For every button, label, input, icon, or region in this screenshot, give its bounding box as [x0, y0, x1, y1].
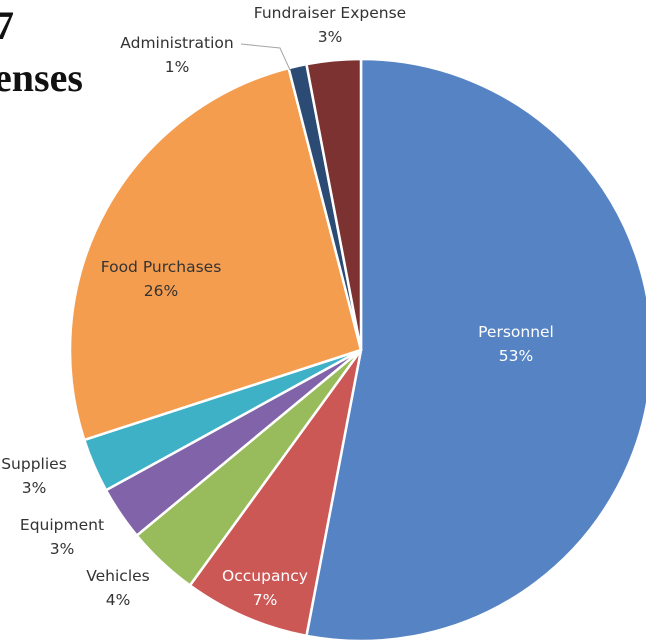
- label-value-administration: 1%: [165, 58, 190, 76]
- label-name-supplies: Supplies: [1, 455, 67, 473]
- label-name-occupancy: Occupancy: [222, 567, 308, 585]
- label-administration: Administration 1%: [120, 34, 233, 76]
- label-name-vehicles: Vehicles: [86, 567, 150, 585]
- label-name-equipment: Equipment: [20, 516, 104, 534]
- slice-personnel: [305, 57, 646, 643]
- slice-occupancy: [188, 348, 363, 638]
- slice-food-purchases: [68, 66, 363, 442]
- label-name-fundraiser-expense: Fundraiser Expense: [254, 4, 406, 22]
- label-value-personnel: 53%: [499, 347, 533, 365]
- chart-title-line-1: 7: [0, 3, 14, 48]
- label-value-supplies: 3%: [22, 479, 47, 497]
- label-food-purchases: Food Purchases 26%: [101, 258, 222, 300]
- slice-labels: Personnel 53% Occupancy 7% Vehicles 4% Equipme…: [1, 4, 554, 609]
- label-fundraiser-expense: Fundraiser Expense 3%: [254, 4, 406, 46]
- label-value-equipment: 3%: [50, 540, 75, 558]
- label-value-occupancy: 7%: [253, 591, 278, 609]
- slice-fundraiser-expense: [305, 57, 363, 352]
- label-name-administration: Administration: [120, 34, 233, 52]
- chart-title-line-2: enses: [0, 55, 83, 100]
- label-name-food-purchases: Food Purchases: [101, 258, 222, 276]
- label-personnel: Personnel 53%: [478, 323, 554, 365]
- leader-lines: [240, 43, 291, 71]
- leader-line-administration: [240, 43, 291, 71]
- label-vehicles: Vehicles 4%: [86, 567, 150, 609]
- label-name-personnel: Personnel: [478, 323, 554, 341]
- label-supplies: Supplies 3%: [1, 455, 67, 497]
- label-occupancy: Occupancy 7%: [222, 567, 308, 609]
- label-value-fundraiser-expense: 3%: [318, 28, 343, 46]
- chart-title: 7 enses: [0, 0, 83, 104]
- label-equipment: Equipment 3%: [20, 516, 104, 558]
- label-value-food-purchases: 26%: [144, 282, 178, 300]
- pie-slices: [68, 57, 646, 643]
- label-value-vehicles: 4%: [106, 591, 131, 609]
